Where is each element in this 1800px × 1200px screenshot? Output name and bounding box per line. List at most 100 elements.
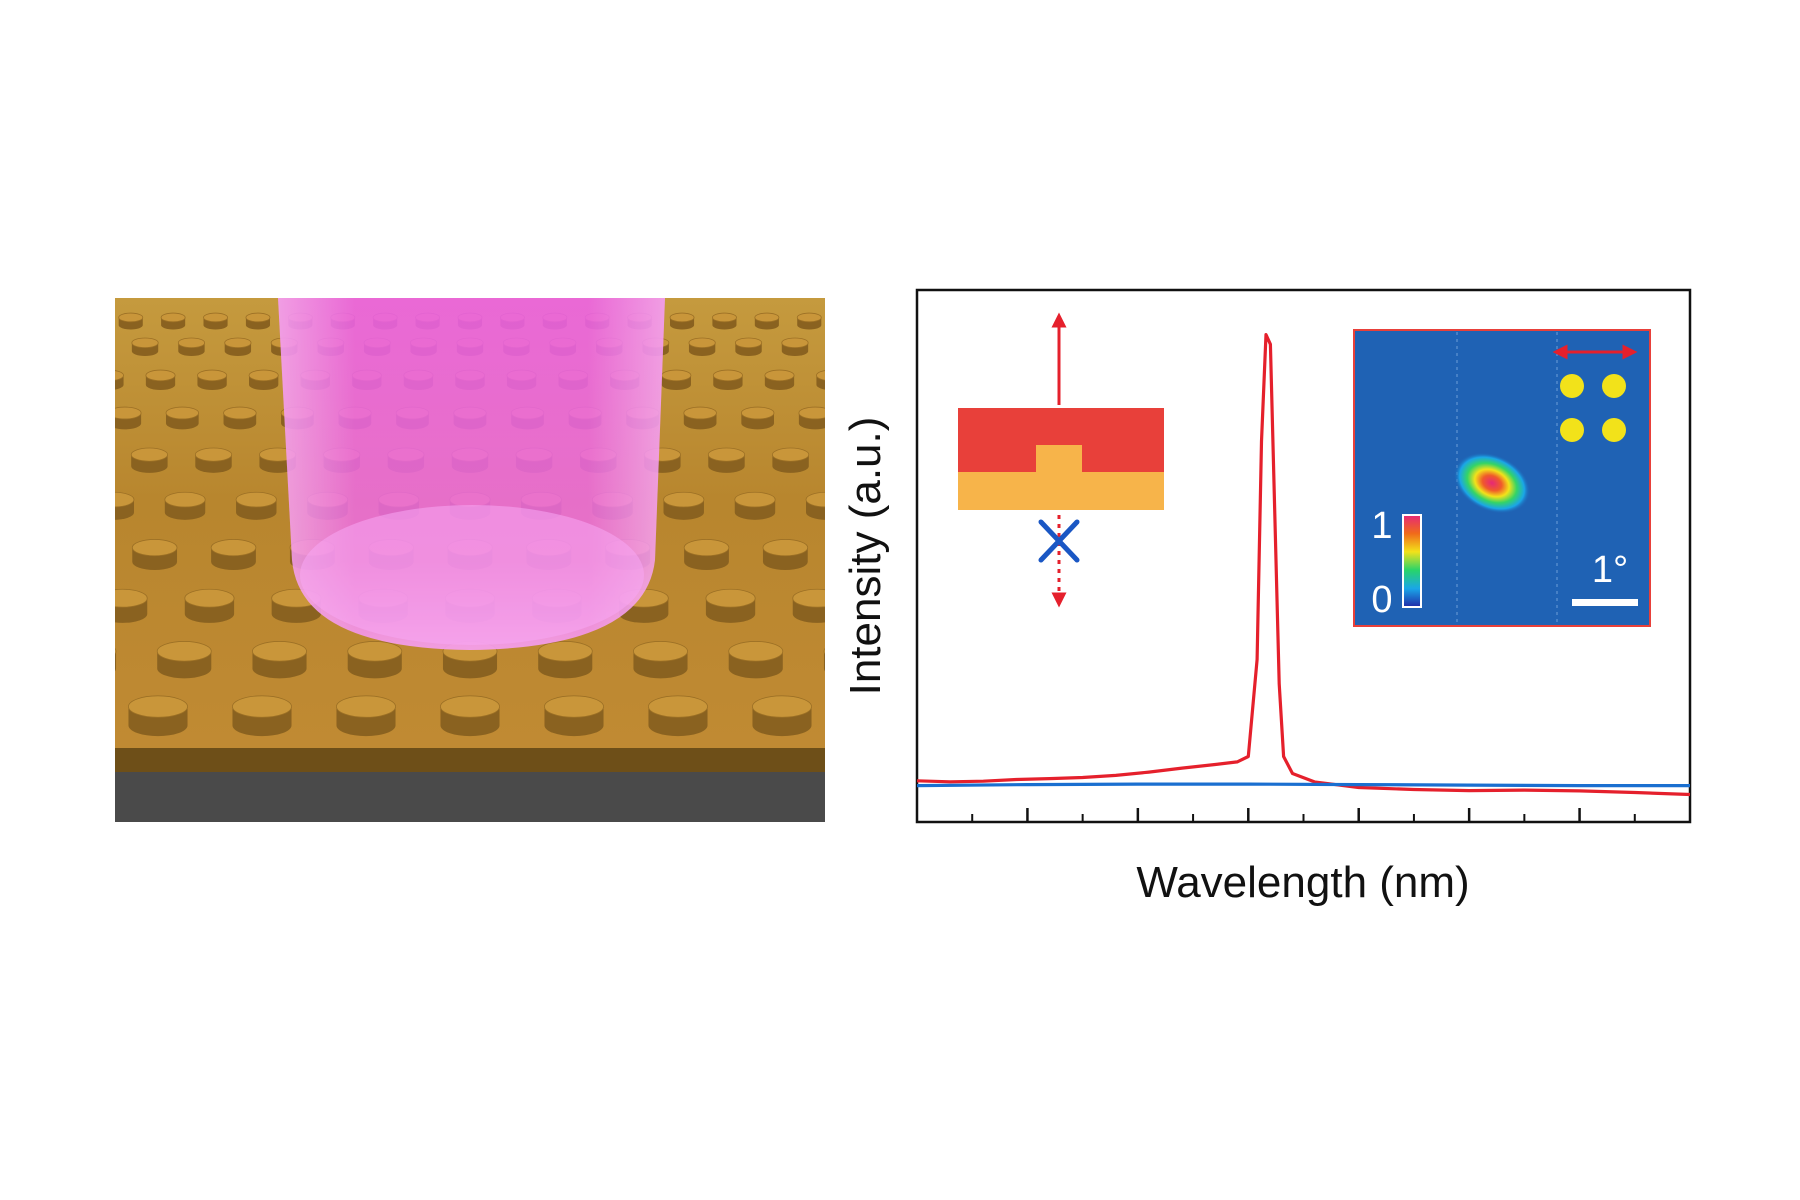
colorbar <box>1402 514 1422 608</box>
nanopillar <box>805 491 825 520</box>
emission-spot <box>1453 452 1531 514</box>
nanopillar <box>232 695 292 737</box>
nanopillar <box>798 406 825 430</box>
nanopillar <box>51 407 84 429</box>
nanopillar <box>762 539 809 570</box>
spectrum-series <box>916 333 1691 797</box>
y-axis-label: Intensity (a.u.) <box>841 417 890 696</box>
particle-lattice-icon <box>1560 374 1626 442</box>
nanopillar <box>115 370 124 390</box>
nanopillar <box>781 337 809 356</box>
nanopillar <box>252 641 307 679</box>
nanopillar <box>707 447 746 473</box>
nanopillar <box>669 312 695 330</box>
nanopillar <box>856 696 915 736</box>
nanopillar <box>544 695 604 737</box>
nanopillar <box>663 491 705 520</box>
schematic-bottom-layer <box>958 472 1164 510</box>
nanopillar <box>165 406 200 430</box>
nanopillar <box>67 448 103 473</box>
nanopillar <box>22 492 62 520</box>
nanopillar <box>712 369 743 391</box>
nanopillar <box>223 406 257 430</box>
nanopillar <box>128 695 188 737</box>
nanopillar <box>728 641 784 679</box>
nanopillar <box>156 641 212 679</box>
nanopillar <box>754 312 780 330</box>
scale-bar-label: 1° <box>1592 549 1628 591</box>
nanopillar <box>194 447 233 473</box>
nanopillar <box>145 369 176 391</box>
colorbar-min-label: 0 <box>1371 579 1392 621</box>
x-axis-label: Wavelength (nm) <box>1136 858 1469 907</box>
blocked-cross-icon <box>1038 519 1080 563</box>
nanopillar <box>752 695 812 737</box>
nanopillar <box>772 447 810 473</box>
nanopillar <box>688 337 716 356</box>
nanopillar <box>115 406 142 430</box>
far-field-map-inset: 1 0 1° <box>1353 329 1651 627</box>
scale-bar <box>1572 599 1638 606</box>
substrate-layer-top <box>115 748 825 772</box>
nanopillar <box>197 369 228 391</box>
nanopillar <box>210 539 257 570</box>
nanopillar <box>705 588 756 623</box>
nanopillar <box>633 641 688 679</box>
nanopillar <box>828 338 854 356</box>
emission-schematic-inset <box>958 312 1164 608</box>
nanopillar <box>440 695 500 737</box>
nanopillar <box>115 647 117 672</box>
nanopillar <box>53 539 98 570</box>
nanopillar <box>347 641 403 679</box>
nanopillar <box>224 337 252 356</box>
nanopillar <box>0 641 21 678</box>
nanopillar <box>115 491 135 520</box>
nanopillar <box>118 312 144 330</box>
red-spectrum-line <box>916 333 1691 797</box>
substrate-layer <box>115 772 825 822</box>
nanopillar <box>11 589 60 623</box>
nanopillar <box>3 448 39 473</box>
nanopillar <box>661 369 692 391</box>
nanopillar <box>130 447 168 473</box>
nanopillar <box>796 312 822 330</box>
nanopillar <box>648 695 708 737</box>
nanopillar <box>43 370 72 390</box>
nanopillar <box>0 539 19 570</box>
nanopillar <box>683 539 730 570</box>
nanopillar <box>792 588 825 623</box>
nanopillar <box>734 337 763 356</box>
nanopillar <box>24 696 83 736</box>
nanopillar <box>131 539 178 570</box>
spectrum-plot: Wavelength (nm) Intensity (a.u.) <box>841 288 1692 907</box>
nanopillar <box>160 312 186 330</box>
nanopillar <box>184 588 235 623</box>
nanopillar <box>734 491 776 520</box>
nanopillar <box>0 407 26 429</box>
laser-beam <box>278 298 665 650</box>
nanopillar <box>235 491 277 520</box>
nanopillar <box>248 369 279 391</box>
x-axis-ticks <box>971 808 1636 822</box>
nanopillar <box>823 647 825 672</box>
nanopillar <box>177 337 206 356</box>
schematic-pillar <box>1036 445 1082 472</box>
nanopillar <box>683 406 717 430</box>
nanopillar <box>85 338 111 356</box>
nanopillar <box>537 641 593 679</box>
nanopillar <box>131 337 159 356</box>
nanopillar <box>712 312 737 330</box>
nanopillar <box>868 370 897 390</box>
colorbar-max-label: 1 <box>1371 505 1392 547</box>
nanopillar <box>336 695 396 737</box>
nanopillar <box>816 370 825 390</box>
nanopillar <box>115 588 148 623</box>
nanopillar <box>164 491 206 520</box>
nanopillar <box>245 312 271 330</box>
nanopillar <box>764 369 795 391</box>
nanopillar <box>203 312 228 330</box>
nanopillar-array-illustration <box>0 298 915 822</box>
nanopillar <box>740 406 775 430</box>
blue-spectrum-line <box>916 782 1690 788</box>
